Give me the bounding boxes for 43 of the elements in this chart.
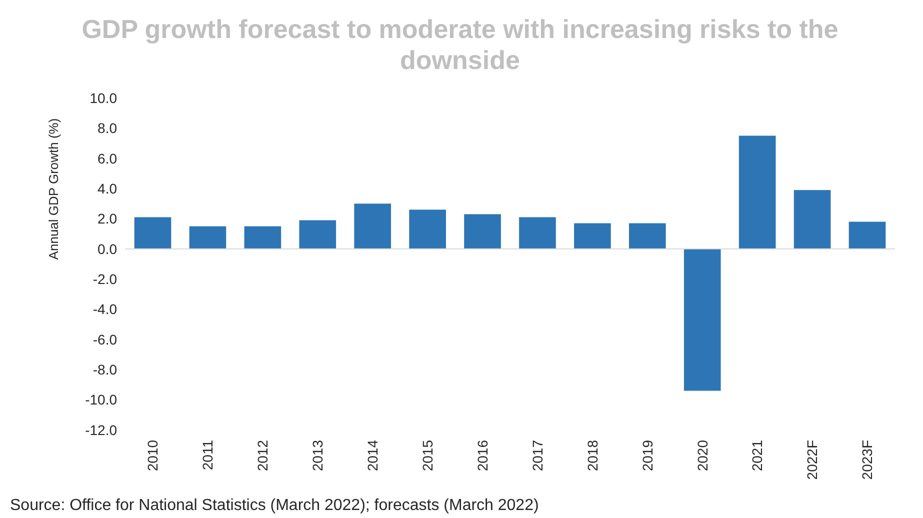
source-note: Source: Office for National Statistics (March 2022); forecasts (March 2022) bbox=[10, 497, 539, 514]
x-tick-label: 2023F bbox=[859, 440, 876, 480]
x-tick-label: 2019 bbox=[639, 440, 656, 472]
bar bbox=[409, 210, 446, 249]
bar bbox=[519, 217, 556, 249]
bar bbox=[794, 190, 831, 249]
y-tick-label: -8.0 bbox=[92, 362, 118, 378]
bar bbox=[354, 204, 392, 249]
chart-title: GDP growth forecast to moderate with increasing risks to the downside bbox=[82, 14, 838, 75]
y-tick-label: -6.0 bbox=[92, 331, 118, 348]
y-axis-title: Annual GDP Growth (%) bbox=[46, 118, 61, 260]
x-tick-label: 2011 bbox=[200, 440, 216, 470]
y-tick-label: 6.0 bbox=[98, 150, 118, 166]
bar bbox=[244, 226, 282, 249]
bar bbox=[574, 223, 611, 249]
bar bbox=[848, 222, 886, 249]
y-tick-label: -4.0 bbox=[92, 301, 118, 318]
y-tick-label: -12.0 bbox=[85, 422, 118, 438]
x-tick-label: 2014 bbox=[364, 440, 380, 472]
bar bbox=[464, 214, 501, 249]
y-tick-label: 4.0 bbox=[98, 180, 118, 196]
x-tick-label: 2021 bbox=[749, 440, 766, 472]
x-tick-label: 2018 bbox=[584, 440, 600, 472]
bar bbox=[299, 220, 336, 249]
y-tick-label: -2.0 bbox=[92, 270, 118, 287]
x-tick-label: 2015 bbox=[419, 440, 436, 472]
y-tick-label: 10.0 bbox=[90, 90, 118, 106]
bar bbox=[628, 223, 666, 249]
y-tick-label: 0.0 bbox=[98, 240, 118, 257]
y-tick-label: 2.0 bbox=[98, 210, 118, 227]
x-tick-label: 2010 bbox=[144, 440, 161, 472]
x-tick-label: 2012 bbox=[254, 440, 271, 472]
y-tick-label: 8.0 bbox=[98, 120, 118, 136]
x-tick-label: 2017 bbox=[529, 440, 546, 472]
x-tick-label: 2016 bbox=[474, 440, 490, 472]
x-tick-label: 2013 bbox=[310, 440, 326, 472]
y-tick-label: -10.0 bbox=[85, 392, 118, 408]
bar bbox=[189, 226, 226, 249]
x-tick-label: 2022F bbox=[804, 440, 820, 480]
bar bbox=[684, 248, 721, 391]
bar bbox=[134, 217, 172, 249]
bar bbox=[738, 136, 776, 249]
x-tick-label: 2020 bbox=[694, 440, 710, 472]
